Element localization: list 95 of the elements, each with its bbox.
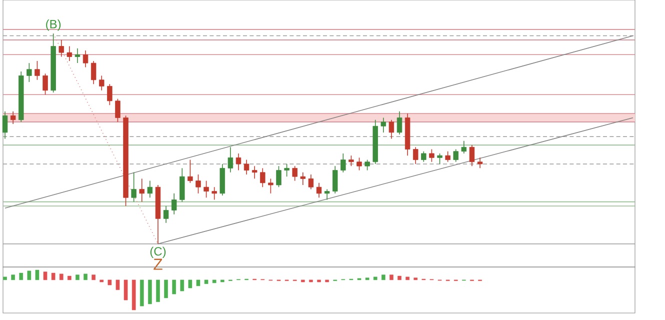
candlestick [477,157,483,169]
bar [196,280,200,286]
candlestick [429,148,434,162]
bar [108,280,112,286]
bar [27,270,32,280]
bar [164,280,168,298]
candlestick [228,146,234,173]
candlestick [244,159,250,175]
bar [373,276,378,280]
candlestick [107,84,112,106]
candlestick [212,186,217,200]
candlestick [260,168,266,188]
bar [300,280,305,282]
candlestick [332,166,338,194]
candlestick [236,153,242,171]
candlestick [348,155,354,166]
bar [51,272,56,280]
bar [365,278,370,280]
candlestick [131,172,136,202]
bar [212,280,216,284]
candlestick [412,146,418,164]
bar [3,276,7,280]
annotation: (B) [46,20,61,31]
candlestick [147,180,153,198]
candlestick [90,60,96,84]
candlestick [139,178,144,202]
candlestick [10,111,16,124]
bar [180,280,184,292]
annotation: Z [154,258,162,270]
candlestick [292,166,298,182]
candlestick [2,111,8,140]
candlestick [461,140,467,154]
bar [59,274,64,280]
bar [172,280,176,294]
bar [414,278,418,280]
candlestick [66,46,72,62]
candlestick [180,168,185,202]
candlestick [196,174,201,194]
bar [156,280,160,302]
candlestick [437,153,442,164]
candlestick [252,166,258,180]
candlestick [188,159,193,184]
candlestick [340,153,346,173]
bar [132,280,136,310]
bar [325,280,329,282]
candlestick [284,164,290,177]
candlestick [276,166,282,188]
bar [309,280,313,282]
bar [220,280,224,282]
bar [11,274,15,280]
bar [43,272,48,280]
bar [140,280,144,306]
candlestick [26,62,32,82]
candlestick [42,73,48,95]
bar [317,280,321,282]
bar [116,280,120,290]
bar [204,280,208,284]
candlestick [34,60,40,80]
bar [84,274,88,280]
candlestick [171,193,177,215]
candlestick [99,75,104,91]
candlestick [380,117,386,133]
bar [406,276,410,280]
candlestick [74,48,80,64]
bar [76,274,80,280]
bar [19,272,24,280]
candlestick [82,50,88,68]
bar [382,274,386,280]
bar [92,274,96,280]
candlestick [58,40,64,58]
candlestick [364,159,370,171]
bar [188,280,192,288]
candlestick [115,98,120,122]
candlestick [163,206,169,224]
annotation: (C) [150,246,166,258]
candlestick [316,182,322,198]
candlestick [396,111,402,135]
bar [124,280,128,300]
candlestick [469,144,475,166]
candlestick [300,172,306,186]
candlestick [421,150,426,162]
candlestick [356,157,362,171]
candlestick [445,150,450,162]
candlestick [388,119,394,140]
candlestick [268,178,274,194]
candlestick [308,174,314,190]
candlestick [204,180,209,198]
candlestick [453,148,458,162]
bar [148,280,152,304]
bar [68,276,72,280]
candlestick [324,188,330,200]
bar [398,276,402,280]
bar [100,280,104,282]
bar [390,274,394,280]
bar [35,270,40,280]
